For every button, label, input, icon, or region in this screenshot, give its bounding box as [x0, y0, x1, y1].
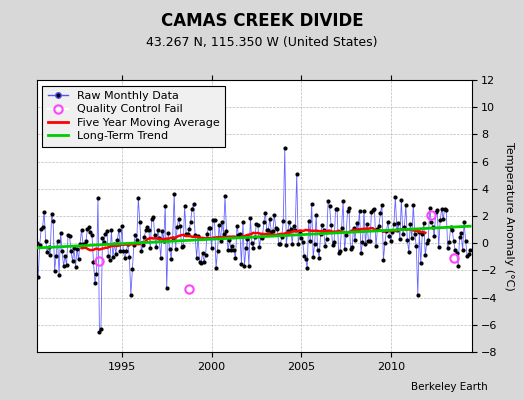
Text: 43.267 N, 115.350 W (United States): 43.267 N, 115.350 W (United States) [146, 36, 378, 49]
Text: CAMAS CREEK DIVIDE: CAMAS CREEK DIVIDE [161, 12, 363, 30]
Y-axis label: Temperature Anomaly (°C): Temperature Anomaly (°C) [505, 142, 515, 290]
Legend: Raw Monthly Data, Quality Control Fail, Five Year Moving Average, Long-Term Tren: Raw Monthly Data, Quality Control Fail, … [42, 86, 225, 147]
Text: Berkeley Earth: Berkeley Earth [411, 382, 487, 392]
